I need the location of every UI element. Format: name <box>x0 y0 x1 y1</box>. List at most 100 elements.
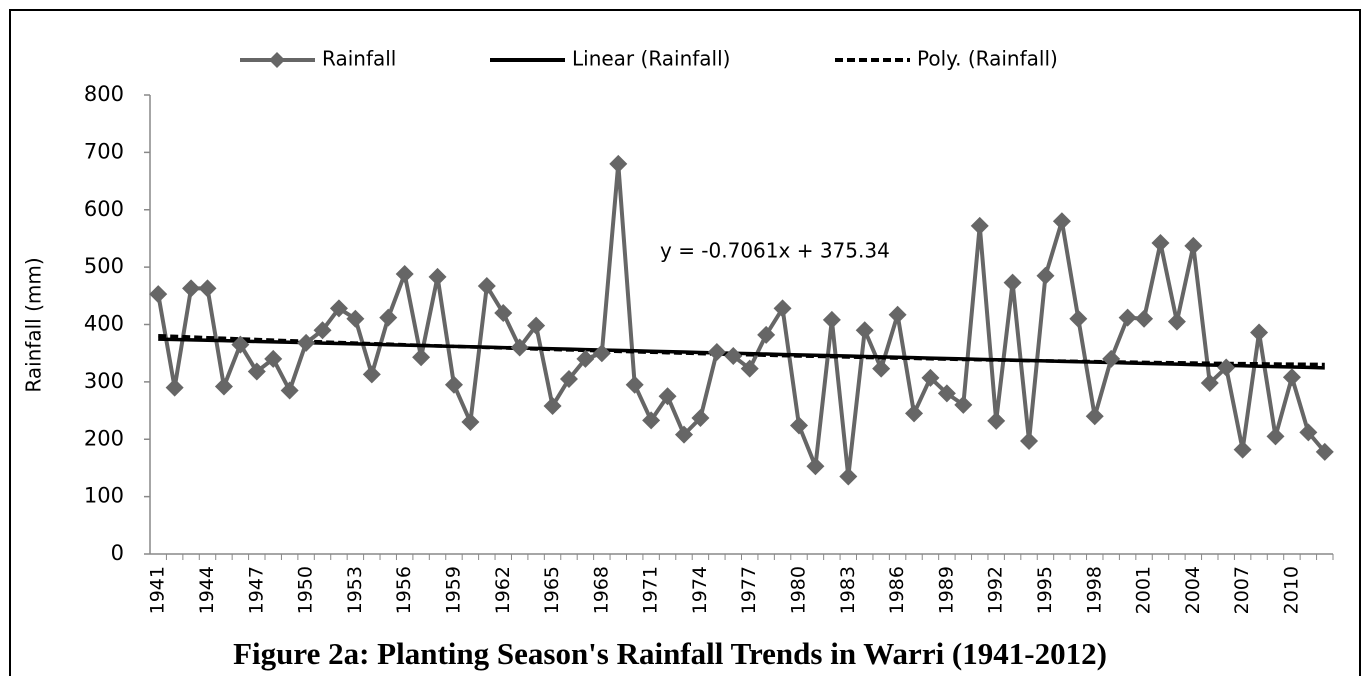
data-point <box>592 344 611 363</box>
x-tick-label: 1956 <box>393 566 415 614</box>
data-point <box>362 365 381 384</box>
data-point <box>346 309 365 328</box>
data-point <box>1233 440 1252 459</box>
data-point <box>247 362 266 381</box>
series-line <box>158 333 1325 367</box>
y-tick-label: 300 <box>84 369 124 393</box>
x-tick-label: 1947 <box>245 566 267 614</box>
data-point <box>740 359 759 378</box>
data-point <box>329 299 348 318</box>
y-tick-label: 800 <box>84 82 124 106</box>
data-point <box>1085 407 1104 426</box>
data-point <box>297 333 316 352</box>
data-point <box>1069 309 1088 328</box>
y-axis-label: Rainfall (mm) <box>22 257 46 392</box>
data-point <box>527 316 546 335</box>
legend-label: Rainfall <box>322 47 396 71</box>
data-point <box>149 285 168 304</box>
y-tick-label: 600 <box>84 197 124 221</box>
data-point <box>691 409 710 428</box>
x-tick-label: 1968 <box>590 566 612 614</box>
data-point <box>1266 427 1285 446</box>
x-tick-label: 2007 <box>1231 566 1253 614</box>
data-point <box>510 338 529 357</box>
data-point <box>1217 358 1236 377</box>
data-point <box>1135 309 1154 328</box>
data-point <box>806 457 825 476</box>
x-tick-label: 2004 <box>1182 566 1204 614</box>
x-tick-label: 1962 <box>492 566 514 614</box>
data-point <box>724 347 743 366</box>
data-point <box>1315 442 1334 461</box>
data-point <box>379 308 398 327</box>
x-tick-label: 1995 <box>1034 566 1056 614</box>
y-tick-label: 500 <box>84 254 124 278</box>
x-tick-label: 1998 <box>1083 566 1105 614</box>
data-point <box>872 359 891 378</box>
x-tick-label: 1980 <box>788 566 810 614</box>
legend-label: Linear (Rainfall) <box>572 47 730 71</box>
data-point <box>1102 349 1121 368</box>
y-tick-label: 100 <box>84 484 124 508</box>
x-tick-label: 1950 <box>295 566 317 614</box>
x-tick-label: 1941 <box>147 566 169 614</box>
data-point <box>214 377 233 396</box>
data-point <box>888 305 907 324</box>
data-point <box>954 395 973 414</box>
data-point <box>839 467 858 486</box>
data-point <box>757 325 776 344</box>
data-point <box>1020 431 1039 450</box>
x-tick-label: 1944 <box>196 566 218 614</box>
data-point <box>1151 234 1170 253</box>
legend-label: Poly. (Rainfall) <box>917 47 1058 71</box>
data-point <box>395 265 414 284</box>
data-point <box>609 154 628 173</box>
x-tick-label: 1959 <box>442 566 464 614</box>
data-point <box>642 411 661 430</box>
data-point <box>412 348 431 367</box>
data-point <box>182 279 201 298</box>
data-point <box>1118 308 1137 327</box>
data-point <box>1052 212 1071 231</box>
x-tick-label: 1986 <box>886 566 908 614</box>
data-point <box>444 375 463 394</box>
x-tick-label: 1965 <box>541 566 563 614</box>
data-point <box>707 343 726 362</box>
data-point <box>855 321 874 340</box>
data-point <box>428 267 447 286</box>
data-point <box>494 304 513 323</box>
data-point <box>987 411 1006 430</box>
y-tick-label: 200 <box>84 426 124 450</box>
annotation: y = -0.7061x + 375.34 <box>660 239 890 263</box>
data-point <box>477 277 496 296</box>
data-point <box>543 396 562 415</box>
x-tick-label: 1983 <box>837 566 859 614</box>
data-point <box>313 321 332 340</box>
frame <box>9 9 1361 676</box>
data-point <box>674 425 693 444</box>
data-point <box>1250 323 1269 342</box>
x-tick-label: 2010 <box>1280 566 1302 614</box>
data-point <box>970 216 989 235</box>
data-point <box>921 368 940 387</box>
y-tick-label: 400 <box>84 312 124 336</box>
data-point <box>625 375 644 394</box>
data-point <box>790 416 809 435</box>
y-tick-label: 0 <box>111 541 124 565</box>
data-point <box>231 335 250 354</box>
data-point <box>937 384 956 403</box>
data-point <box>1003 273 1022 292</box>
y-tick-label: 700 <box>84 139 124 163</box>
data-point <box>576 349 595 368</box>
data-point <box>1200 374 1219 393</box>
x-tick-label: 1953 <box>344 566 366 614</box>
data-point <box>198 279 217 298</box>
x-tick-label: 1977 <box>738 566 760 614</box>
x-tick-label: 1989 <box>935 566 957 614</box>
data-point <box>280 381 299 400</box>
data-point <box>1184 236 1203 255</box>
data-point <box>264 349 283 368</box>
data-point <box>658 387 677 406</box>
